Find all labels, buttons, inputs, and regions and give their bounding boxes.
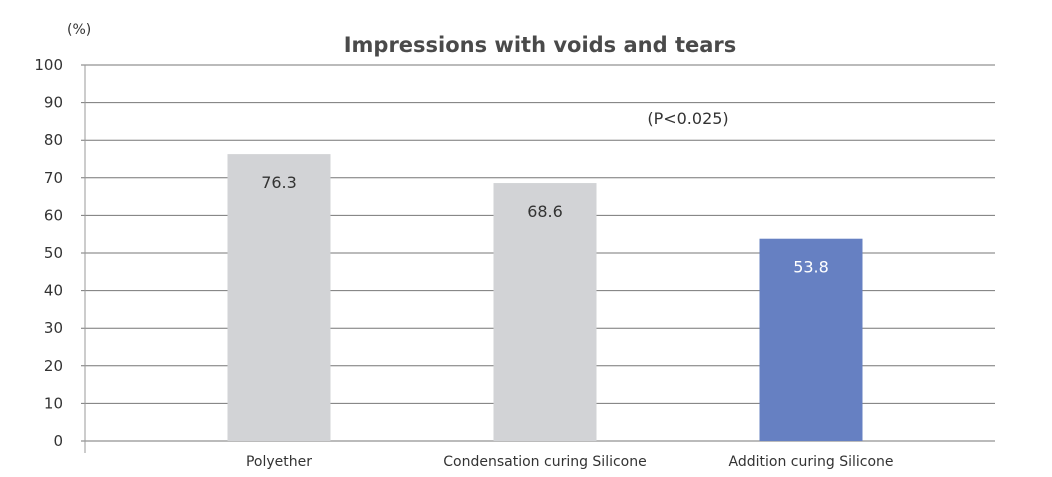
y-tick-label: 100 [34,56,63,74]
y-axis-ticks: 0 10 20 30 40 50 60 70 80 90 100 [34,56,63,450]
y-tick-label: 0 [53,432,63,450]
bar [227,154,331,441]
y-tick-label: 80 [44,131,63,149]
bars: 76.3 68.6 53.8 [227,154,863,441]
bar [493,183,597,441]
y-tick-label: 40 [44,282,63,300]
x-axis-labels: Polyether Condensation curing Silicone Add… [246,454,894,470]
y-tick-label: 20 [44,357,63,375]
y-tick-label: 30 [44,319,63,337]
y-tick-label: 90 [44,94,63,112]
x-category-label: Condensation curing Silicone [443,454,646,470]
x-category-label: Polyether [246,454,312,470]
y-tick-label: 70 [44,169,63,187]
bar-value-label: 53.8 [793,258,829,277]
chart-title: Impressions with voids and tears [344,33,737,57]
x-category-label: Addition curing Silicone [729,454,894,470]
y-tick-label: 60 [44,206,63,224]
significance-annotation: (P<0.025) [647,109,728,128]
y-tick-label: 10 [44,394,63,412]
bar-value-label: 76.3 [261,173,297,192]
bar-value-label: 68.6 [527,202,563,221]
y-tick-label: 50 [44,244,63,262]
bar [759,238,863,441]
y-axis-unit-label: (%) [67,22,91,38]
